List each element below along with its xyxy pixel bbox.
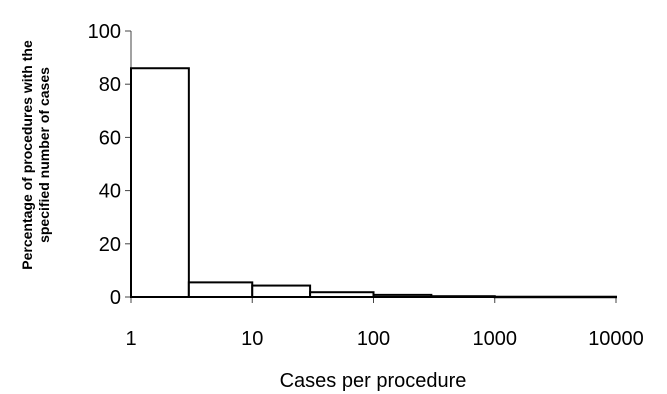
x-tick-label: 1000 [473, 328, 518, 350]
x-axis-title: Cases per procedure [280, 370, 467, 392]
y-axis-title: Percentage of procedures with the specif… [19, 40, 52, 270]
x-tick-label: 10 [241, 328, 263, 350]
y-tick-label: 80 [99, 74, 121, 96]
y-tick-label: 100 [88, 21, 121, 43]
histogram-bar [430, 295, 496, 298]
histogram-bar [251, 284, 312, 299]
histogram-bar [493, 295, 617, 299]
x-axis: 1 10 100 1000 10000 [125, 296, 644, 350]
bars [130, 67, 617, 299]
y-tick-label: 60 [99, 127, 121, 149]
y-axis-title-line-2: specified number of cases [36, 67, 52, 243]
y-axis-title-line-1: Percentage of procedures with the [19, 40, 35, 270]
y-axis: 0 20 40 60 80 100 [88, 21, 132, 309]
x-tick-label: 100 [357, 328, 390, 350]
histogram-bar [187, 281, 254, 298]
x-tick-label: 1 [125, 328, 136, 350]
y-tick-label: 0 [110, 287, 121, 309]
histogram-bar [130, 67, 190, 298]
histogram-bar [372, 293, 433, 299]
y-tick-label: 40 [99, 181, 121, 203]
y-tick-label: 20 [99, 234, 121, 256]
x-tick-label: 10000 [588, 328, 644, 350]
histogram-bar [309, 291, 375, 299]
